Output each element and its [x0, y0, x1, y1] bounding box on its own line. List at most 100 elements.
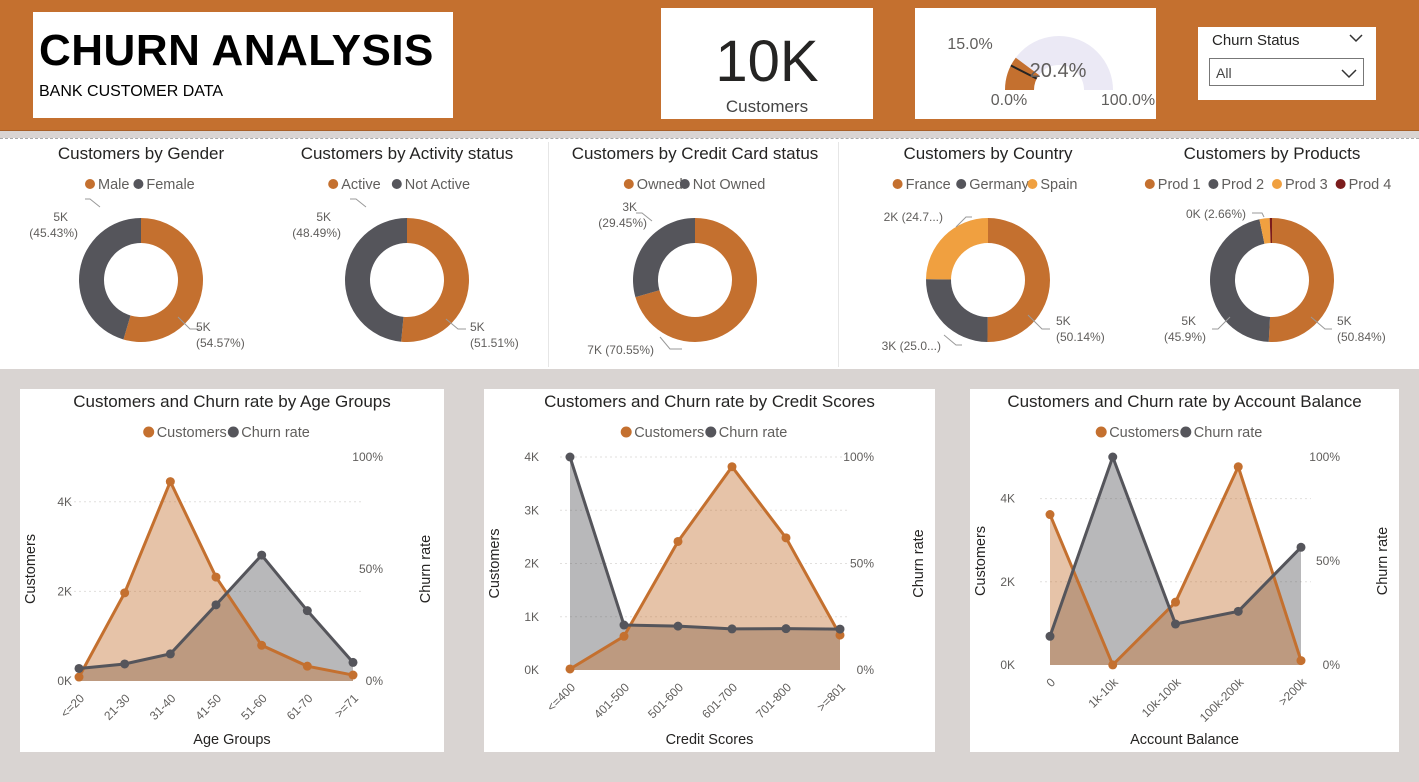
x-axis-title: Credit Scores: [666, 732, 754, 748]
x-tick-label: 401-500: [591, 680, 632, 721]
churn-status-dropdown[interactable]: All: [1209, 58, 1364, 86]
leader-line: [1212, 316, 1231, 330]
legend-marker: [328, 179, 339, 189]
donut-slice: [925, 279, 988, 342]
page-subtitle: BANK CUSTOMER DATA: [39, 83, 224, 100]
customers-point: [165, 477, 175, 487]
customers-point: [781, 533, 791, 543]
data-label-value: 5K: [1056, 314, 1071, 328]
leader-line: [659, 336, 682, 350]
legend-marker: [1208, 179, 1219, 189]
data-label-value: 5K: [196, 320, 211, 334]
churn-rate-point: [165, 649, 175, 659]
customers-point: [257, 640, 267, 650]
age-groups-chart-svg: Customers and Churn rate by Age Groups Cu…: [23, 392, 434, 748]
age-groups-chart[interactable]: Customers and Churn rate by Age Groups Cu…: [20, 389, 444, 752]
chart-title: Customers and Churn rate by Account Bala…: [1007, 392, 1361, 411]
chevron-down-icon: [1341, 69, 1357, 79]
customers-kpi-card[interactable]: 10K Customers: [661, 8, 873, 119]
customers-point: [1233, 462, 1243, 472]
account-balance-chart[interactable]: Customers and Churn rate by Account Bala…: [970, 389, 1399, 752]
x-tick-label: 41-50: [193, 691, 225, 723]
churn-rate-area: [570, 457, 840, 670]
leader-line: [85, 198, 101, 208]
donut-slice: [401, 218, 470, 342]
y-axis-title: Customers: [973, 526, 989, 596]
legend-label: Churn rate: [241, 425, 310, 441]
leader-line: [177, 316, 200, 330]
leader-line: [1310, 316, 1332, 330]
churn-status-slicer: Churn Status All: [1198, 27, 1376, 100]
legend-label: Female: [146, 177, 194, 193]
y2-tick-label: 100%: [352, 450, 383, 464]
donut-chart-3: Customers by Country France Germany Spain 5K…: [882, 144, 1105, 353]
churn-rate-point: [727, 624, 737, 634]
data-label-value: 5K: [53, 210, 68, 224]
customers-point: [348, 670, 358, 680]
chevron-down-icon[interactable]: [1348, 31, 1364, 45]
x-axis-title: Age Groups: [193, 732, 270, 748]
legend-label: France: [906, 177, 951, 193]
data-label: 2K (24.7...): [884, 210, 943, 224]
donut-slice: [1209, 219, 1271, 342]
y2-tick-label: 50%: [850, 557, 874, 571]
y2-tick-label: 100%: [843, 450, 874, 464]
data-label: 3K (25.0...): [882, 339, 941, 353]
customers-point: [727, 462, 737, 472]
y2-tick-label: 50%: [359, 562, 383, 576]
customers-point: [565, 664, 575, 674]
data-label-percent: (48.49%): [292, 226, 341, 240]
y2-tick-label: 50%: [1316, 554, 1340, 568]
churn-rate-gauge[interactable]: 15.0% 20.4% 0.0% 100.0%: [915, 8, 1156, 119]
x-tick-label: <=20: [58, 691, 87, 720]
data-label: 7K (70.55%): [587, 343, 654, 357]
credit-scores-chart-svg: Customers and Churn rate by Credit Score…: [487, 392, 927, 748]
gauge-fill: [1005, 57, 1040, 91]
y2-tick-label: 100%: [1309, 450, 1340, 464]
kpi-value: 10K: [715, 29, 819, 94]
leader-line: [943, 334, 962, 346]
legend-marker: [227, 426, 239, 438]
data-label-value: 5K: [316, 210, 331, 224]
donut-charts: Customers by Gender Male Female 5K (54.57%) 5…: [29, 144, 1391, 357]
customers-point: [120, 588, 130, 598]
legend-marker: [1180, 426, 1192, 438]
y2-tick-label: 0%: [857, 663, 875, 677]
data-label-percent: (50.14%): [1056, 330, 1105, 344]
donut-slice: [1259, 218, 1271, 244]
y-axis-title: Customers: [23, 534, 39, 604]
churn-rate-area: [79, 555, 353, 681]
credit-scores-chart[interactable]: Customers and Churn rate by Credit Score…: [484, 389, 935, 752]
y2-axis-title: Churn rate: [1375, 527, 1391, 596]
donut-title: Customers by Gender: [58, 144, 225, 163]
customers-point: [74, 672, 84, 682]
customers-point: [1108, 660, 1118, 670]
donut-chart-0: Customers by Gender Male Female 5K (54.57%) 5…: [29, 144, 244, 350]
donut-slice: [987, 218, 1050, 342]
leader-line: [1252, 212, 1265, 218]
donut-slice: [635, 218, 757, 342]
x-tick-label: 601-700: [699, 680, 740, 721]
donut-title: Customers by Products: [1184, 144, 1361, 163]
legend-marker: [1027, 179, 1038, 189]
customers-point: [211, 572, 221, 582]
y-tick-label: 2K: [57, 584, 72, 598]
leader-line: [636, 212, 653, 222]
y-axis-title: Customers: [487, 528, 503, 598]
x-tick-label: 701-800: [753, 680, 794, 721]
data-label-percent: (45.43%): [29, 226, 78, 240]
churn-rate-point: [257, 550, 267, 560]
data-label: 0K (2.66%): [1186, 207, 1246, 221]
divider: [548, 142, 549, 367]
legend-marker: [133, 179, 144, 189]
donut-slice: [1269, 218, 1272, 244]
legend-label: Active: [341, 177, 381, 193]
gauge-target-label: 15.0%: [947, 36, 992, 53]
legend-label: Churn rate: [719, 425, 788, 441]
y2-tick-label: 0%: [366, 674, 384, 688]
legend-marker: [1144, 179, 1155, 189]
x-tick-label: <=400: [544, 680, 578, 714]
y-tick-label: 1K: [524, 610, 539, 624]
donut-title: Customers by Country: [903, 144, 1073, 163]
donut-title: Customers by Credit Card status: [572, 144, 819, 163]
